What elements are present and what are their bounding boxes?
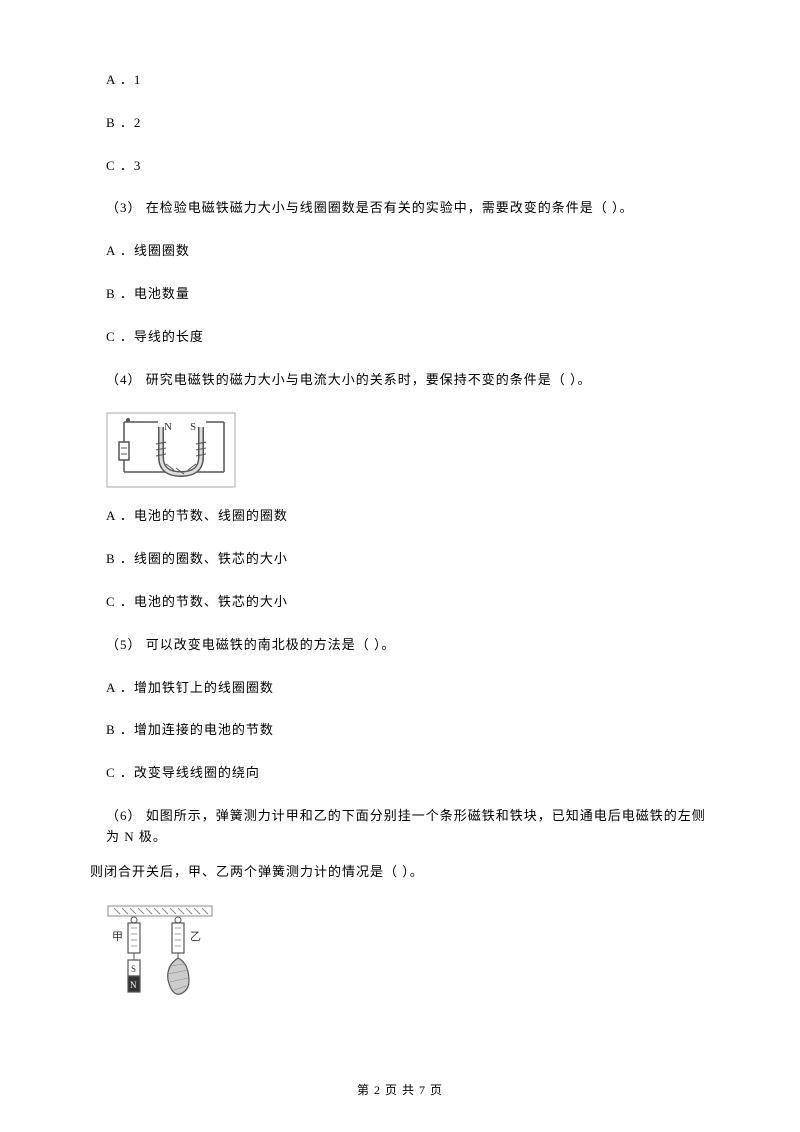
question-3-text: （3） 在检验电磁铁磁力大小与线圈圈数是否有关的实验中，需要改变的条件是（ ）。 <box>90 198 710 219</box>
electromagnet-diagram: N S <box>106 412 710 488</box>
q4-option-a: A ．电池的节数、线圈的圈数 <box>90 506 710 527</box>
spring-scale-svg: S N 甲 乙 <box>106 904 216 1004</box>
q5-option-b: B ．增加连接的电池的节数 <box>90 720 710 741</box>
question-4-text: （4） 研究电磁铁的磁力大小与电流大小的关系时，要保持不变的条件是（ ）。 <box>90 370 710 391</box>
magnet-n-label: N <box>130 980 137 990</box>
q3-option-a: A ．线圈圈数 <box>90 241 710 262</box>
page-footer: 第 2 页 共 7 页 <box>0 1081 800 1100</box>
option-c-top: C ．3 <box>90 156 710 177</box>
right-scale-label: 乙 <box>190 930 201 943</box>
n-pole-label: N <box>164 421 172 433</box>
q4-option-b: B ．线圈的圈数、铁芯的大小 <box>90 549 710 570</box>
option-a-top: A ．1 <box>90 70 710 91</box>
left-scale-label: 甲 <box>112 931 123 943</box>
q3-option-b: B ．电池数量 <box>90 284 710 305</box>
q4-option-c: C ．电池的节数、铁芯的大小 <box>90 592 710 613</box>
electromagnet-svg: N S <box>106 412 236 488</box>
question-6-text-line2: 则闭合开关后，甲、乙两个弹簧测力计的情况是（ ）。 <box>90 862 710 883</box>
q3-option-c: C ．导线的长度 <box>90 327 710 348</box>
spring-scale-diagram: S N 甲 乙 <box>106 904 710 1004</box>
question-6-text-line1: （6） 如图所示，弹簧测力计甲和乙的下面分别挂一个条形磁铁和铁块，已知通电后电磁… <box>90 806 710 848</box>
option-b-top: B ．2 <box>90 113 710 134</box>
q5-option-c: C ．改变导线线圈的绕向 <box>90 763 710 784</box>
q5-option-a: A ．增加铁钉上的线圈圈数 <box>90 678 710 699</box>
magnet-s-label: S <box>131 964 136 974</box>
question-5-text: （5） 可以改变电磁铁的南北极的方法是（ ）。 <box>90 635 710 656</box>
s-pole-label: S <box>190 421 196 433</box>
